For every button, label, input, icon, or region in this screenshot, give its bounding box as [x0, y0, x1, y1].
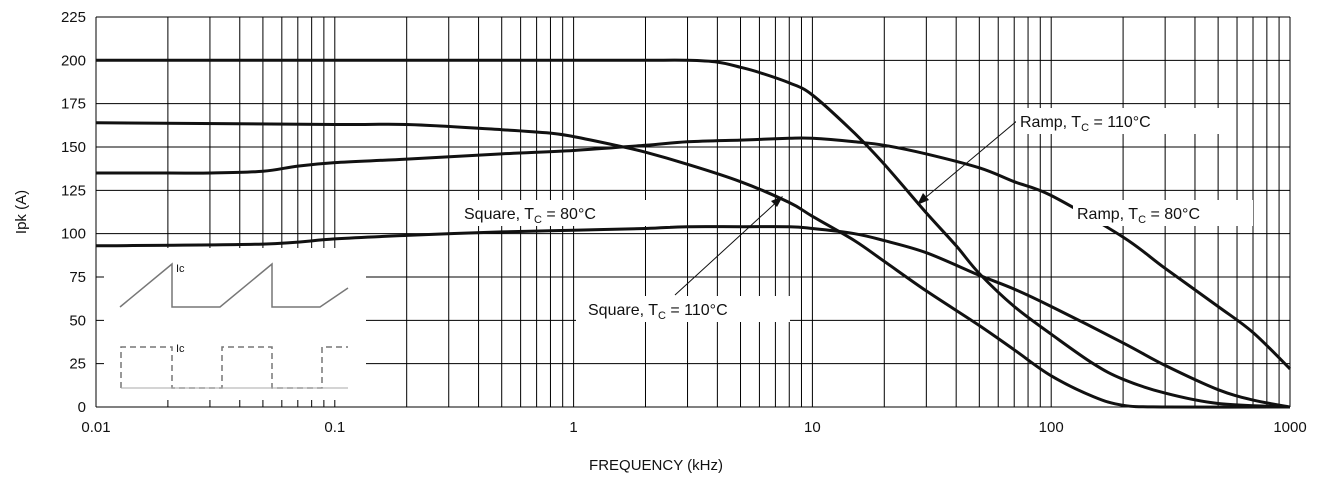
y-tick-label: 75	[69, 269, 86, 286]
y-tick-label: 0	[78, 399, 86, 416]
x-tick-label: 0.1	[324, 419, 345, 436]
svg-text:Ramp, TC = 110°C: Ramp, TC = 110°C	[1020, 114, 1151, 134]
waveform-inset: Ic Ic	[104, 248, 366, 400]
y-axis-title: Ipk (A)	[13, 190, 30, 234]
annotation-ramp-80-sub: C	[1138, 214, 1146, 226]
y-tick-label: 150	[61, 139, 86, 156]
y-tick-labels: 0 25 50 75 100 125 150 175 200 225	[61, 9, 86, 416]
svg-text:Square, TC = 110°C: Square, TC = 110°C	[588, 302, 728, 322]
inset-background	[104, 248, 366, 400]
annotation-square-80-sub: C	[534, 214, 542, 226]
annotation-square-80-tail: = 80°C	[542, 206, 596, 223]
square-inset-label: Ic	[176, 343, 185, 355]
square-waveform-icon	[120, 346, 348, 389]
y-tick-label: 50	[69, 312, 86, 329]
series-line-1	[95, 58, 1291, 409]
series-line-2	[95, 121, 1291, 409]
annotation-ramp-80: Ramp, TC = 80°C	[1073, 200, 1253, 226]
annotation-ramp-110-main: Ramp, T	[1020, 114, 1081, 131]
annotation-square-110-sub: C	[658, 310, 666, 322]
x-tick-label: 100	[1039, 419, 1064, 436]
x-tick-label: 1000	[1273, 419, 1306, 436]
y-tick-label: 25	[69, 356, 86, 373]
arrow-square-110	[674, 197, 782, 296]
x-tick-label: 0.01	[81, 419, 110, 436]
svg-text:Ramp, TC = 80°C: Ramp, TC = 80°C	[1077, 206, 1200, 226]
arrow-head-ramp-110	[917, 193, 929, 205]
y-tick-label: 100	[61, 226, 86, 243]
annotation-square-110-main: Square, T	[588, 302, 658, 319]
x-tick-labels: 0.01 0.1 1 10 100 1000	[81, 419, 1306, 436]
annotation-square-80: Square, TC = 80°C	[460, 200, 670, 226]
annotation-square-80-main: Square, T	[464, 206, 534, 223]
annotation-ramp-80-tail: = 80°C	[1146, 206, 1200, 223]
ramp-inset-label: Ic	[176, 263, 185, 275]
series-line-3	[96, 136, 1292, 370]
ramp-waveform-icon	[119, 262, 349, 308]
x-tick-label: 10	[804, 419, 821, 436]
annotation-ramp-80-main: Ramp, T	[1077, 206, 1138, 223]
x-tick-label: 1	[569, 419, 577, 436]
curves	[95, 58, 1292, 409]
y-tick-label: 200	[61, 52, 86, 69]
arrow-head-square-110	[771, 196, 783, 207]
annotation-square-110-tail: = 110°C	[666, 302, 728, 319]
y-tick-label: 225	[61, 9, 86, 26]
annotation-ramp-110: Ramp, TC = 110°C	[917, 108, 1222, 205]
x-axis-title: FREQUENCY (kHz)	[589, 457, 723, 474]
arrow-ramp-110	[918, 119, 1019, 204]
series-line-4	[95, 225, 1291, 409]
svg-text:Square, TC = 80°C: Square, TC = 80°C	[464, 206, 596, 226]
annotation-ramp-110-sub: C	[1081, 122, 1089, 134]
annotation-square-110: Square, TC = 110°C	[576, 196, 790, 322]
annotation-ramp-110-tail: = 110°C	[1089, 114, 1151, 131]
y-tick-label: 175	[61, 96, 86, 113]
y-tick-label: 125	[61, 182, 86, 199]
